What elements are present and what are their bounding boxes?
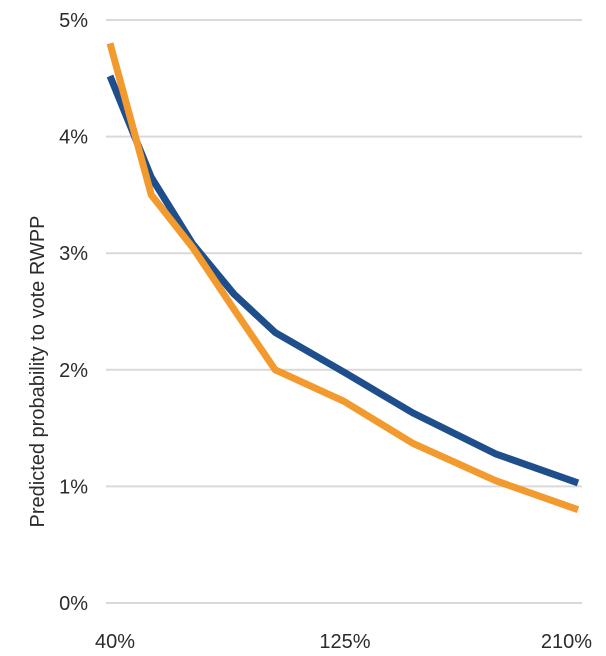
y-axis-label: Predicted probability to vote RWPP (27, 215, 49, 527)
y-tick-label: 3% (59, 243, 88, 265)
y-tick-label: 2% (59, 360, 88, 382)
y-tick-label: 0% (59, 593, 88, 615)
x-tick-label: 125% (319, 631, 370, 653)
series-line-2 (106, 42, 580, 514)
y-axis-tick-labels: 0% 1% 2% 3% 4% 5% (59, 10, 88, 615)
x-axis-tick-labels: 40% 125% 210% (95, 631, 592, 653)
x-tick-label: 40% (95, 631, 135, 653)
y-tick-label: 5% (59, 10, 88, 32)
series-line-1 (106, 74, 580, 487)
x-tick-label: 210% (541, 631, 592, 653)
y-tick-label: 4% (59, 127, 88, 149)
gridlines (106, 19, 582, 604)
series-lines (106, 42, 580, 514)
y-tick-label: 1% (59, 476, 88, 498)
